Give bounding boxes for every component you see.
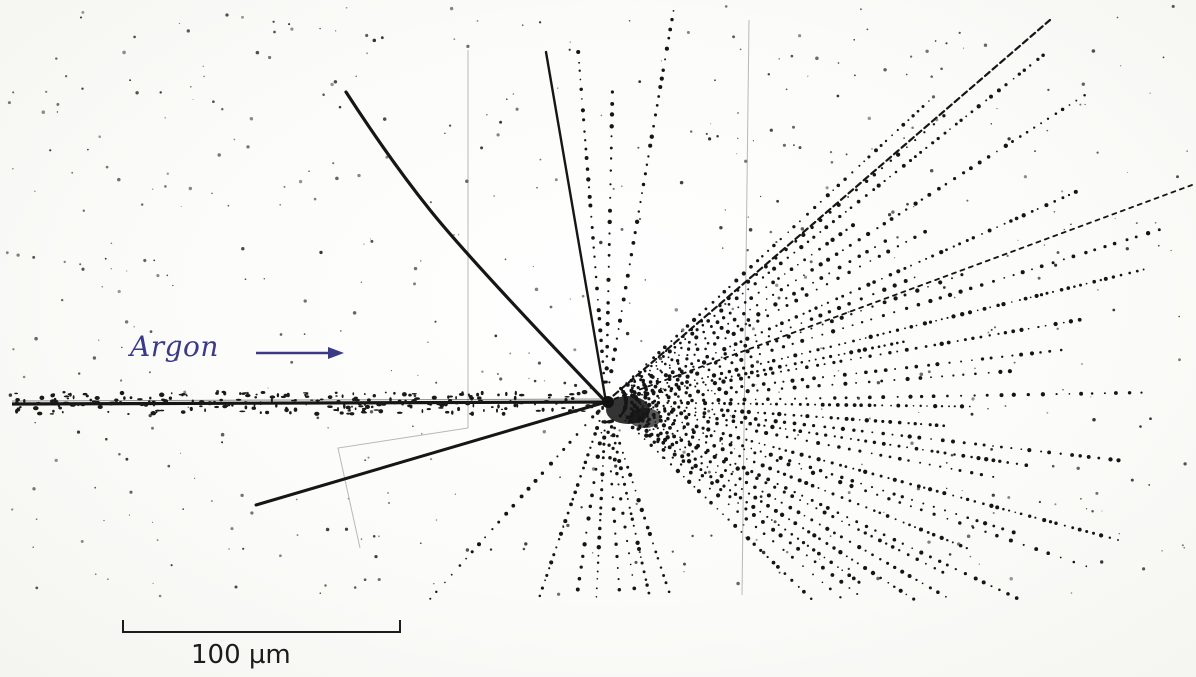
scale-bar — [122, 620, 401, 633]
background-grains — [5, 4, 1188, 598]
fragment-rays — [429, 9, 1161, 601]
scale-bar-label: 100 µm — [191, 640, 291, 670]
arrow-right-icon — [256, 347, 344, 359]
primary-track-fuzz — [14, 389, 604, 416]
seam-lines — [337, 19, 750, 596]
argon-annotation-label: Argon — [130, 330, 219, 363]
primary-argon-track — [11, 398, 607, 406]
heavy-fragment-tracks — [254, 18, 1193, 507]
